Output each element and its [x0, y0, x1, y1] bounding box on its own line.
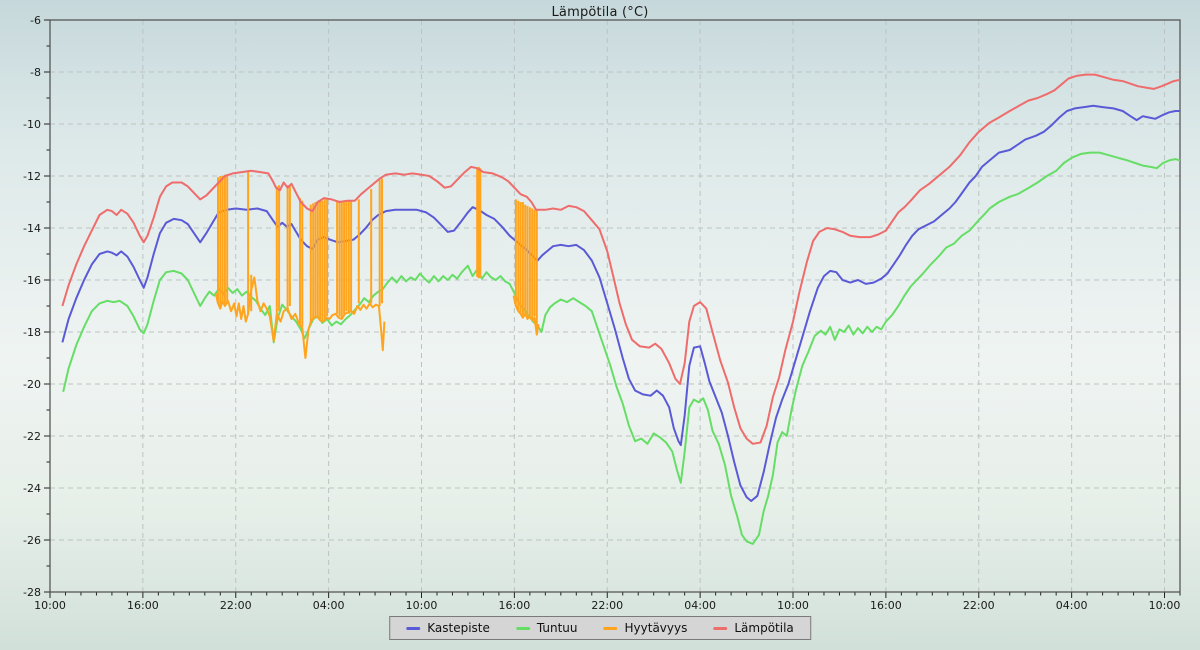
y-axis-labels: -6 -8 -10 -12 -14 -16 -18 -20 -22 -24 -26 -28: [23, 14, 41, 599]
series-tuntuu: [62, 151, 1181, 545]
legend-label: Lämpötila: [734, 621, 794, 635]
series-lämpötila: [61, 73, 1181, 445]
svg-text:-14: -14: [23, 222, 41, 235]
series-hyytävyys: [214, 166, 540, 359]
axis-ticks: [44, 19, 1181, 598]
svg-text:16:00: 16:00: [870, 599, 902, 612]
svg-text:10:00: 10:00: [1149, 599, 1181, 612]
svg-text:10:00: 10:00: [34, 599, 66, 612]
svg-text:10:00: 10:00: [406, 599, 438, 612]
svg-text:-26: -26: [23, 534, 41, 547]
legend-item-hyyt-vyys: Hyytävyys: [603, 621, 688, 635]
svg-text:16:00: 16:00: [127, 599, 159, 612]
svg-text:-20: -20: [23, 378, 41, 391]
svg-text:22:00: 22:00: [591, 599, 623, 612]
legend-line-swatch-icon: [603, 626, 618, 630]
x-axis-labels: 10:00 16:00 22:00 04:00 10:00 16:00 22:00 04:00…: [34, 599, 1180, 612]
svg-text:16:00: 16:00: [499, 599, 531, 612]
svg-text:-12: -12: [23, 170, 41, 183]
legend-line-swatch-icon: [406, 626, 421, 630]
svg-text:-10: -10: [23, 118, 41, 131]
legend: Kastepiste Tuntuu Hyytävyys Lämpötila: [389, 616, 811, 640]
legend-item-kastepiste: Kastepiste: [406, 621, 490, 635]
svg-text:-16: -16: [23, 274, 41, 287]
svg-text:-18: -18: [23, 326, 41, 339]
series-kastepiste: [61, 104, 1180, 502]
svg-text:04:00: 04:00: [313, 599, 345, 612]
svg-text:-22: -22: [23, 430, 41, 443]
legend-label: Hyytävyys: [624, 621, 688, 635]
svg-text:22:00: 22:00: [963, 599, 995, 612]
legend-line-swatch-icon: [713, 626, 728, 630]
legend-item-tuntuu: Tuntuu: [515, 621, 578, 635]
svg-text:04:00: 04:00: [1056, 599, 1088, 612]
legend-label: Tuntuu: [536, 621, 578, 635]
svg-text:-24: -24: [23, 482, 41, 495]
svg-text:-28: -28: [23, 586, 41, 599]
svg-text:22:00: 22:00: [220, 599, 252, 612]
svg-text:10:00: 10:00: [777, 599, 809, 612]
svg-text:-6: -6: [30, 14, 41, 27]
svg-text:04:00: 04:00: [684, 599, 716, 612]
chart-title: Lämpötila (°C): [551, 5, 649, 20]
svg-text:-8: -8: [30, 66, 41, 79]
plot-border: [49, 19, 1181, 593]
legend-label: Kastepiste: [427, 621, 490, 635]
legend-item-l-mp-tila: Lämpötila: [713, 621, 794, 635]
legend-line-swatch-icon: [515, 626, 530, 630]
